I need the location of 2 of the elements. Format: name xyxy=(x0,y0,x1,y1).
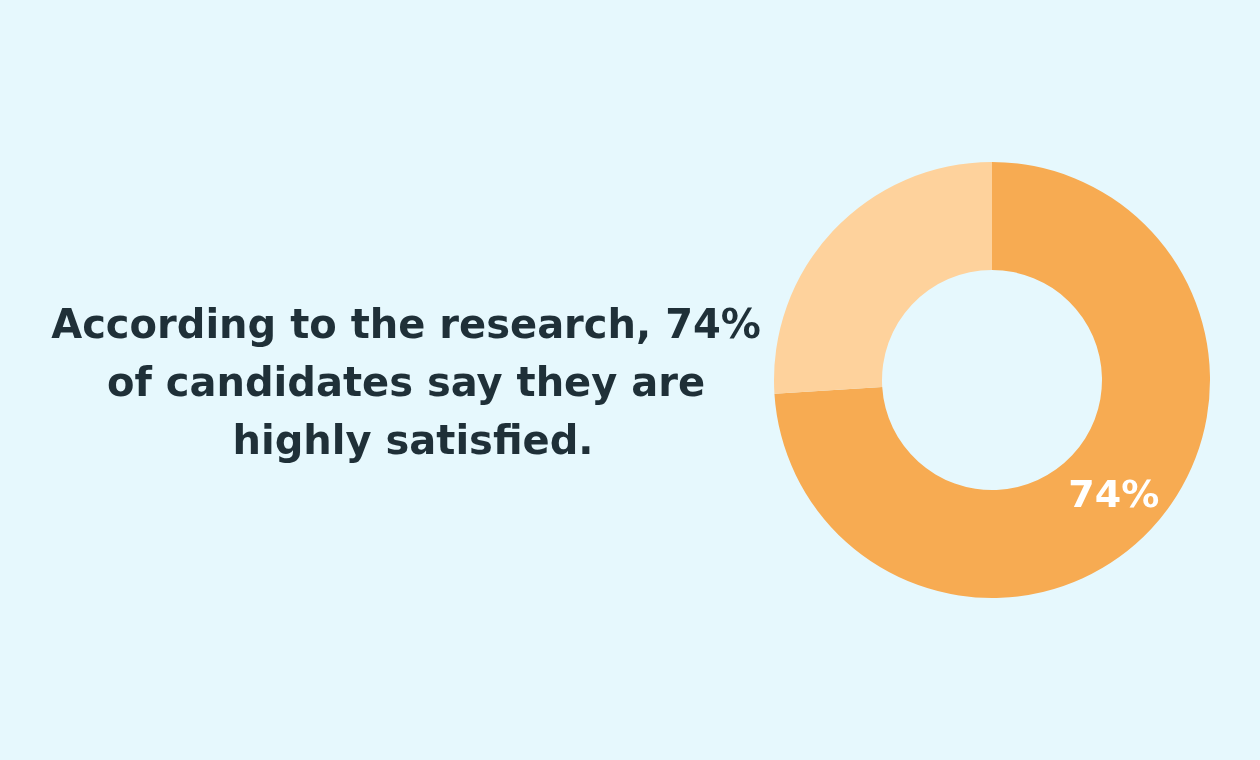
text: According to the research, 74% of candidates say they are highly satisfied. xyxy=(51,301,775,463)
data-label: 74% xyxy=(1068,472,1160,517)
